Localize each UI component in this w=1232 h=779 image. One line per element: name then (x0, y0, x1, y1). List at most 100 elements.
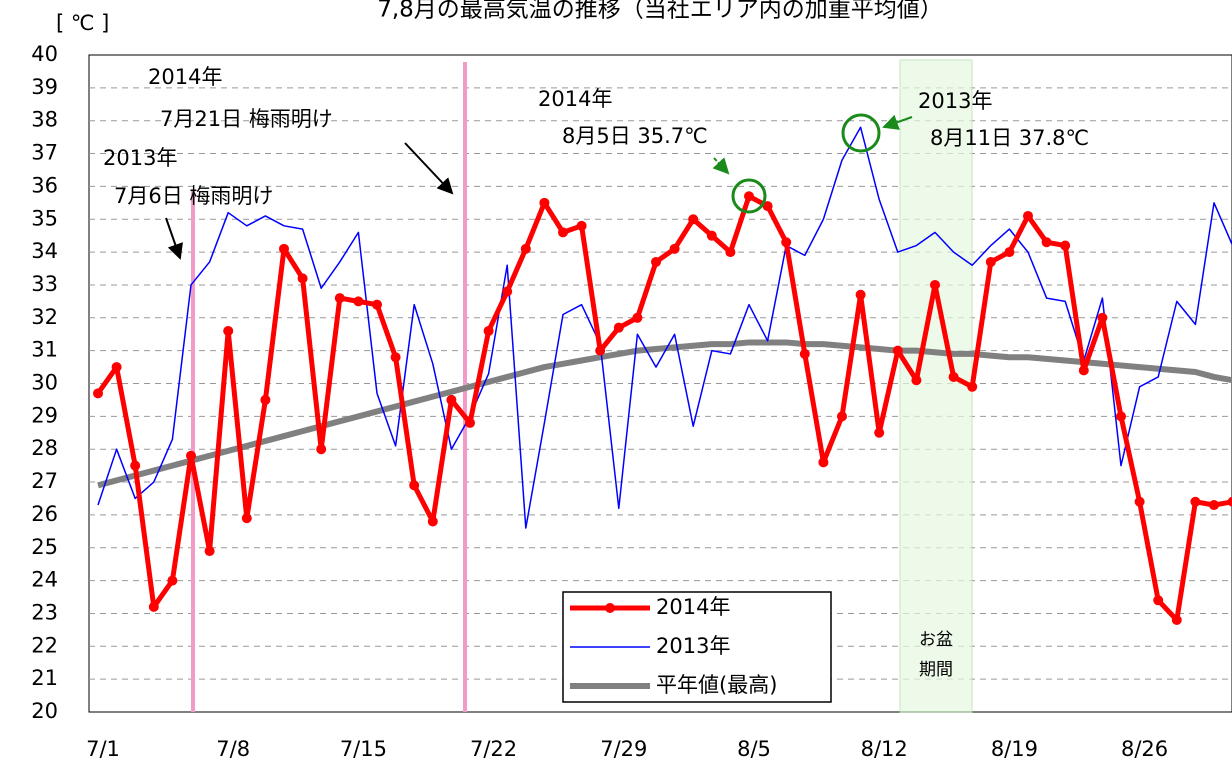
data-point (669, 243, 680, 254)
data-point (427, 516, 438, 527)
data-point (1209, 500, 1219, 511)
annotation: 8月11日 37.8℃ (930, 126, 1089, 150)
y-tick-label: 37 (31, 141, 58, 165)
x-tick-label: 7/8 (216, 737, 250, 761)
data-point (595, 345, 606, 356)
x-tick-label: 8/5 (737, 737, 771, 761)
data-point (223, 325, 234, 336)
annotation: 7月6日 梅雨明け (114, 184, 273, 208)
data-point (930, 279, 940, 290)
x-tick-label: 8/12 (861, 737, 908, 761)
data-point (1060, 240, 1071, 251)
data-point (1097, 312, 1108, 323)
series-line (97, 126, 1232, 529)
series-line (97, 339, 1232, 489)
x-tick-label: 8/26 (1121, 737, 1168, 761)
x-tick-label: 7/15 (340, 737, 387, 761)
y-tick-label: 39 (31, 75, 58, 99)
data-point (818, 457, 829, 468)
x-tick-label: 8/19 (991, 737, 1038, 761)
y-tick-label: 22 (31, 633, 58, 657)
data-point (1134, 496, 1145, 507)
data-point (520, 243, 531, 254)
data-point (1190, 496, 1201, 507)
y-tick-label: 20 (31, 699, 58, 723)
y-tick-label: 25 (31, 535, 58, 559)
data-point (651, 256, 661, 267)
y-tick-label: 28 (31, 436, 58, 460)
series-line (95, 193, 1232, 623)
data-point (297, 273, 308, 284)
data-point (781, 237, 792, 248)
chart-title: 7,8月の最高気温の推移（当社エリア内の加重平均値） (377, 0, 943, 23)
data-point (353, 296, 364, 307)
data-point (799, 348, 810, 359)
y-tick-label: 26 (31, 502, 58, 526)
annotation: 2013年 (918, 89, 992, 113)
peak-circle-2013 (841, 113, 881, 153)
arrow (404, 142, 454, 195)
data-point (1153, 595, 1164, 606)
data-point (632, 312, 643, 323)
x-tick-label: 7/29 (600, 737, 647, 761)
annotation: 2014年 (538, 87, 612, 111)
data-point (576, 220, 587, 231)
data-point (279, 243, 289, 254)
data-point (911, 375, 922, 386)
y-tick-label: 33 (31, 272, 58, 296)
data-point (502, 286, 513, 297)
y-tick-label: 29 (31, 403, 58, 427)
data-point (241, 513, 252, 524)
data-point (613, 322, 624, 333)
data-point (706, 230, 717, 241)
y-tick-label: 34 (31, 239, 58, 263)
data-point (446, 394, 457, 405)
arrow (882, 114, 913, 130)
y-tick-label: 23 (31, 600, 58, 624)
annotation: お盆 (919, 630, 953, 650)
obon-band (899, 59, 973, 713)
data-point (372, 299, 382, 310)
data-point (725, 247, 736, 258)
y-tick-label: 36 (31, 173, 58, 197)
peak-circle-2014 (731, 178, 767, 214)
annotation: 7月21日 梅雨明け (160, 107, 333, 131)
data-point (948, 371, 959, 382)
data-point (204, 546, 215, 557)
data-point (1041, 237, 1052, 248)
data-point (93, 388, 103, 399)
data-point (186, 450, 196, 461)
y-tick-label: 31 (31, 338, 58, 362)
y-tick-label: 27 (31, 469, 58, 493)
data-point (1023, 210, 1033, 221)
data-point (130, 460, 141, 471)
y-axis-label: [ ℃ ] (56, 11, 109, 35)
arrow (712, 157, 730, 175)
data-point (1227, 496, 1232, 507)
data-point (167, 575, 178, 586)
data-point (334, 293, 345, 304)
y-tick-label: 32 (31, 305, 58, 329)
y-tick-label: 40 (31, 42, 58, 66)
y-tick-label: 24 (31, 568, 58, 592)
data-point (558, 227, 568, 238)
data-point (260, 394, 271, 405)
x-tick-label: 7/1 (86, 737, 120, 761)
data-point (409, 480, 420, 491)
data-point (111, 362, 122, 373)
x-tick-label: 7/22 (470, 737, 517, 761)
data-point (837, 411, 847, 422)
y-tick-label: 35 (31, 206, 58, 230)
y-tick-label: 30 (31, 371, 58, 395)
data-point (967, 381, 978, 392)
data-point (316, 444, 327, 455)
data-point (874, 427, 885, 438)
data-point (1078, 365, 1089, 376)
annotation: 2014年 (148, 65, 222, 89)
data-point (148, 601, 159, 612)
legend-label: 平年値(最高) (656, 673, 777, 697)
arrow (165, 217, 183, 260)
data-point (483, 325, 494, 336)
annotation: 8月5日 35.7℃ (562, 124, 708, 148)
